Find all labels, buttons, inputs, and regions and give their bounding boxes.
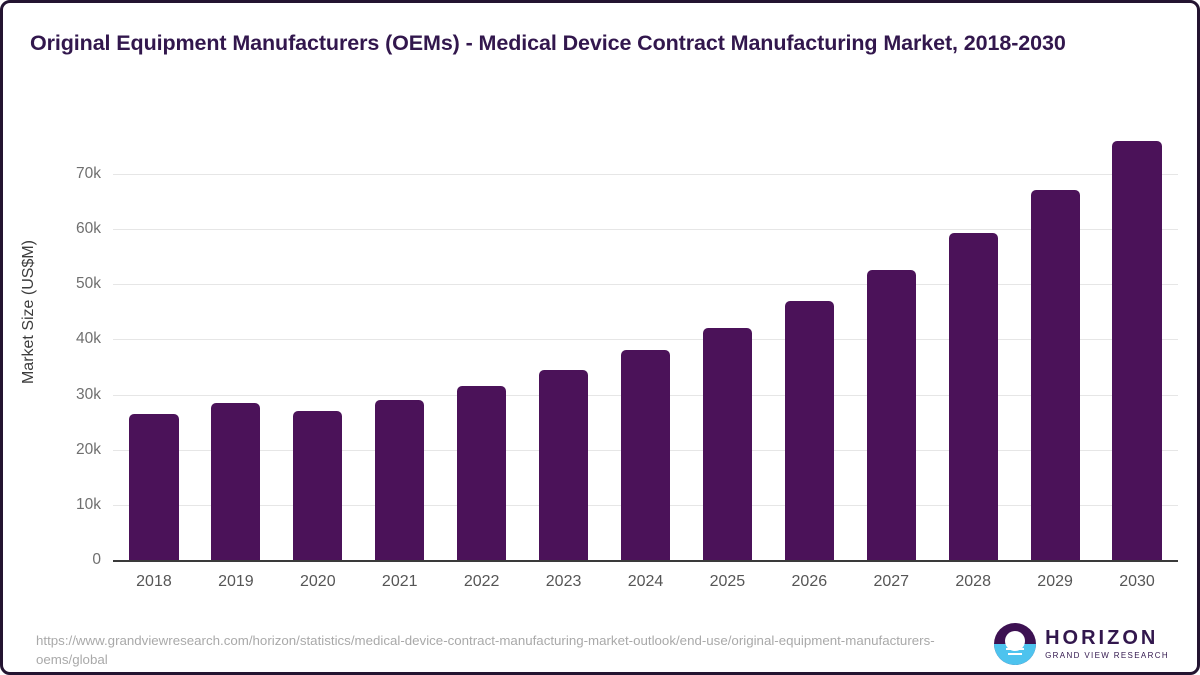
bar[interactable] xyxy=(457,385,507,560)
source-url[interactable]: https://www.grandviewresearch.com/horizo… xyxy=(36,633,935,667)
bar[interactable] xyxy=(1112,140,1162,560)
x-axis-tick-label: 2027 xyxy=(873,573,910,590)
logo-subtitle: GRAND VIEW RESEARCH xyxy=(1045,651,1169,660)
bar[interactable] xyxy=(620,350,671,560)
x-axis-line xyxy=(113,560,1178,562)
x-axis-tick-label: 2030 xyxy=(1119,573,1155,590)
gridline xyxy=(113,174,1178,175)
bar[interactable] xyxy=(948,233,998,560)
chart-title: Original Equipment Manufacturers (OEMs) … xyxy=(30,31,1066,55)
x-axis-tick-label: 2025 xyxy=(709,573,746,590)
bar[interactable] xyxy=(211,403,261,560)
y-axis-tick-label: 60k xyxy=(76,220,101,238)
gridline xyxy=(113,339,1178,341)
x-axis-tick-label: 2021 xyxy=(381,573,418,590)
y-axis-tick-label: 40k xyxy=(76,330,101,348)
horizon-logo-icon xyxy=(994,623,1037,665)
x-axis-tick-label: 2018 xyxy=(136,573,172,590)
bar[interactable] xyxy=(702,327,752,560)
x-axis-tick-label: 2019 xyxy=(218,573,254,590)
bar[interactable] xyxy=(866,269,916,560)
x-axis-tick-label: 2028 xyxy=(955,573,991,590)
x-axis-tick-label: 2023 xyxy=(545,573,582,590)
logo-name: HORIZON xyxy=(1045,627,1159,649)
y-axis-tick-label: 50k xyxy=(76,275,101,293)
y-axis-tick-label: 30k xyxy=(76,385,101,403)
x-axis-tick-label: 2024 xyxy=(627,573,664,590)
bar[interactable] xyxy=(375,399,425,560)
y-axis-tick-label: 70k xyxy=(76,165,101,182)
bar[interactable] xyxy=(784,300,834,560)
horizon-logo: HORIZON GRAND VIEW RESEARCH xyxy=(994,623,1169,665)
gridline xyxy=(113,284,1178,286)
x-axis-tick-label: 2029 xyxy=(1037,573,1073,590)
bar[interactable] xyxy=(129,414,179,560)
x-axis-tick-label: 2022 xyxy=(463,573,500,590)
y-axis-tick-label: 20k xyxy=(76,440,101,458)
bar[interactable] xyxy=(293,410,343,560)
x-axis-tick-label: 2026 xyxy=(791,573,828,590)
gridline xyxy=(113,229,1178,231)
logo-text: HORIZON GRAND VIEW RESEARCH xyxy=(1045,628,1169,660)
y-axis-tick-label: 10k xyxy=(76,495,101,513)
bar[interactable] xyxy=(1030,189,1080,560)
plot-area: Market Size (US$M) 0 10k 20k 30k 40k 50k 60k 70… xyxy=(3,3,1197,672)
y-axis-tick-label: 0 xyxy=(92,551,101,568)
bar[interactable] xyxy=(539,369,589,560)
x-axis-tick-label: 2020 xyxy=(300,573,336,590)
